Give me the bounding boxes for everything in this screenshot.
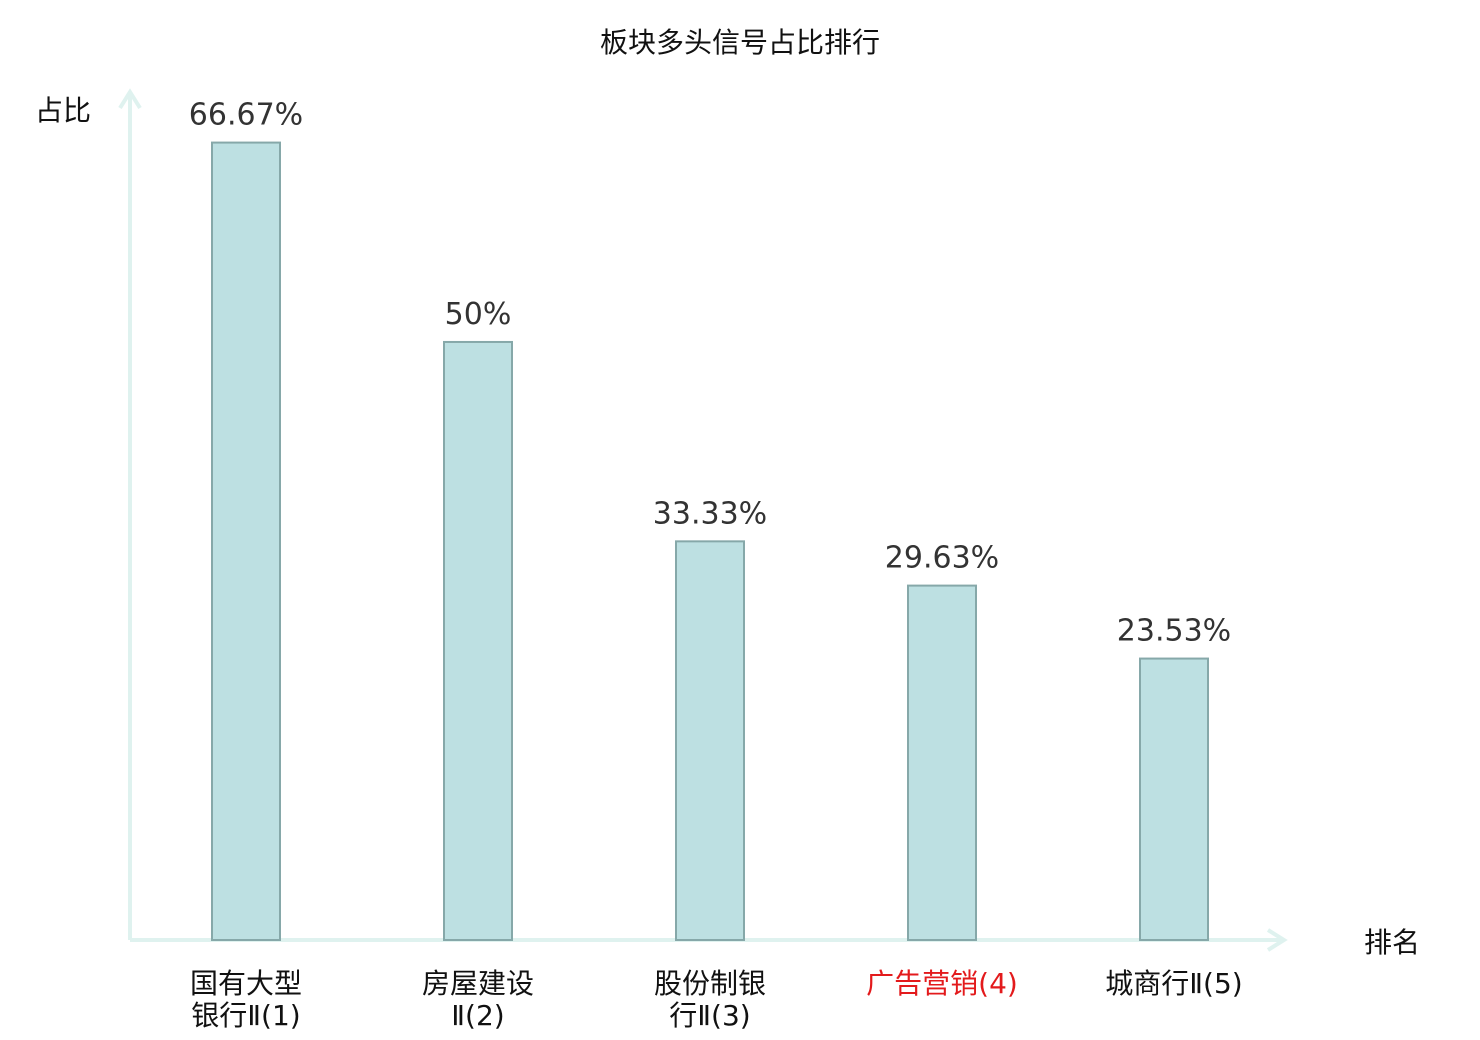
value-label-3: 33.33%	[653, 496, 767, 531]
category-label-4-line-1: 广告营销(4)	[866, 967, 1018, 1000]
y-axis-label: 占比	[35, 94, 91, 127]
category-label-2-line-2: Ⅱ(2)	[451, 999, 504, 1032]
category-label-5-line-1: 城商行Ⅱ(5)	[1105, 967, 1242, 1000]
category-label-1-line-2: 银行Ⅱ(1)	[191, 999, 300, 1032]
y-axis-arrow	[118, 88, 142, 110]
bar-2	[443, 340, 513, 941]
category-label-4: 广告营销(4)	[866, 967, 1018, 1000]
category-label-3-line-1: 股份制银	[654, 967, 766, 1000]
category-label-2-line-1: 房屋建设	[422, 967, 534, 1000]
category-label-3-line-2: 行Ⅱ(3)	[669, 999, 750, 1032]
bar-5	[1139, 657, 1209, 941]
category-label-3: 股份制银行Ⅱ(3)	[654, 967, 766, 1032]
bar-1	[211, 141, 281, 942]
category-labels-group: 国有大型银行Ⅱ(1) 房屋建设 Ⅱ(2) 股份制银行Ⅱ(3) 广告营销(4) 城商行Ⅱ(5…	[190, 967, 1243, 1032]
bar-4	[907, 584, 977, 942]
value-label-4: 29.63%	[885, 541, 999, 576]
value-label-5: 23.53%	[1117, 614, 1231, 649]
bars-group	[211, 141, 1209, 942]
value-label-2: 50%	[445, 297, 512, 332]
value-labels-group: 66.67% 50% 33.33% 29.63% 23.53%	[189, 98, 1231, 649]
category-label-1: 国有大型银行Ⅱ(1)	[190, 967, 302, 1032]
value-label-1: 66.67%	[189, 98, 303, 133]
x-axis-label: 排名	[1364, 926, 1420, 959]
category-label-1-line-1: 国有大型	[190, 967, 302, 1000]
category-label-2: 房屋建设 Ⅱ(2)	[422, 967, 534, 1032]
x-axis-arrow	[1266, 928, 1288, 952]
bar-3	[675, 540, 745, 941]
chart-title: 板块多头信号占比排行	[600, 26, 880, 59]
category-label-5: 城商行Ⅱ(5)	[1105, 967, 1242, 1000]
